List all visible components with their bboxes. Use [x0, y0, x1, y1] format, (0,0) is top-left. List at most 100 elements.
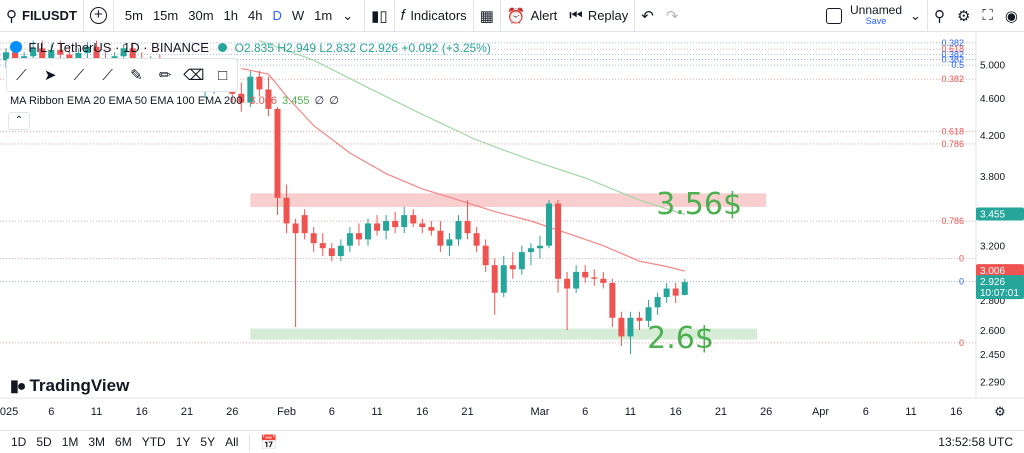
quick-search-button[interactable]: ⚲ [926, 0, 951, 32]
ma-ribbon-value-1: 3.006 [249, 95, 277, 107]
templates-button[interactable]: ▦ [472, 0, 500, 32]
candle-body [600, 278, 607, 283]
fib-level-label: 0.382 [941, 74, 964, 84]
range-1d[interactable]: 1D [11, 435, 27, 449]
top-toolbar: ⚲ FILUSDT + 5m 15m 30m 1h 4h D W 1m ⌄ ▮▯… [0, 0, 1024, 32]
symbol-logo-icon [10, 41, 22, 53]
price-tag-countdown: 10:07:01 [980, 288, 1019, 299]
range-5y[interactable]: 5Y [200, 435, 216, 449]
candle-body [428, 227, 435, 231]
axis-settings-icon[interactable]: ⚙ [994, 405, 1006, 420]
add-symbol-icon: + [89, 7, 107, 24]
timeframe-15m[interactable]: 15m [152, 8, 179, 23]
timeframe-group: 5m 15m 30m 1h 4h D W 1m ⌄ [112, 0, 364, 32]
replay-label: Replay [587, 8, 629, 23]
tradingview-logo: ▮● TradingView [10, 376, 129, 396]
range-1m[interactable]: 1M [61, 435, 79, 449]
candle-body [491, 265, 498, 293]
candle-body [527, 248, 534, 253]
symbol-search[interactable]: ⚲ FILUSDT [0, 0, 83, 32]
timeframe-5m[interactable]: 5m [124, 8, 143, 23]
grid-icon: ▦ [479, 7, 494, 25]
compare-button[interactable]: + [82, 0, 113, 32]
time-tick-label: 21 [181, 406, 193, 418]
price-tick-label: 4.600 [980, 94, 1005, 105]
timeframe-1h[interactable]: 1h [223, 8, 239, 23]
legend-title-row: FIL / TetherUS · 1D · BINANCE O2.835 H2.… [10, 40, 491, 55]
candle-body [39, 48, 46, 63]
candle-body [84, 46, 91, 54]
replay-button[interactable]: ⏮ Replay [563, 0, 634, 32]
fullscreen-icon: ⛶ [982, 7, 993, 24]
layout-menu[interactable]: Unnamed Save ⌄ [820, 0, 927, 32]
candle-body [3, 52, 9, 61]
snapshot-button[interactable]: ◉ [999, 0, 1024, 32]
timeframe-4h[interactable]: 4h [248, 8, 263, 23]
price-tag [976, 207, 1024, 221]
candle-body [247, 76, 254, 103]
collapse-legend-button[interactable]: ⌃ [8, 112, 30, 130]
trend-line-icon[interactable]: ⟋ [16, 66, 27, 84]
undo-button[interactable]: ↶ [634, 0, 660, 32]
alert-button[interactable]: ⏰ Alert [499, 0, 563, 32]
camera-icon: ◉ [1004, 7, 1018, 25]
timeframe-30m[interactable]: 30m [188, 8, 214, 23]
rectangle-icon[interactable]: □ [218, 66, 228, 84]
candle-body [464, 221, 471, 234]
candle-body [256, 76, 263, 90]
settings-button[interactable]: ⚙ [951, 0, 976, 32]
candle-body [301, 215, 308, 234]
candle-body [66, 54, 73, 60]
clock-time[interactable]: 13:52:58 UTC [938, 435, 1013, 449]
candle-body [337, 245, 344, 256]
price-tick-label: 2.290 [980, 378, 1005, 389]
bottom-toolbar: 1D 5D 1M 3M 6M YTD 1Y 5Y All 📅 13:52:58 … [0, 430, 1024, 453]
fullscreen-button[interactable]: ⛶ [976, 0, 999, 32]
ma-ribbon-label: MA Ribbon EMA 20 EMA 50 EMA 100 EMA 200 [10, 95, 243, 107]
candle-body [410, 215, 417, 224]
price-tag [976, 275, 1024, 300]
timeframe-d[interactable]: D [272, 8, 282, 23]
alert-label: Alert [530, 8, 558, 23]
time-tick-label: 21 [715, 406, 727, 418]
time-tick-label: Feb [277, 406, 296, 418]
candle-body [536, 245, 543, 249]
ma-ribbon-value-2: 3.455 [282, 95, 310, 107]
highlighter-icon[interactable]: ✏ [158, 67, 172, 84]
fib-level-label: 0 [959, 254, 964, 264]
range-1y[interactable]: 1Y [175, 435, 191, 449]
layout-name: Unnamed [850, 2, 903, 17]
range-5d[interactable]: 5D [36, 435, 52, 449]
legend-ma-ribbon[interactable]: MA Ribbon EMA 20 EMA 50 EMA 100 EMA 200 … [10, 94, 339, 107]
price-tick-label: 2.600 [980, 326, 1005, 337]
chart-type-button[interactable]: ▮▯ [364, 0, 394, 32]
range-ytd[interactable]: YTD [141, 435, 166, 449]
extended-line-icon[interactable]: ⟋ [102, 66, 113, 84]
redo-button[interactable]: ↷ [660, 0, 685, 32]
chevron-down-icon[interactable]: ⌄ [342, 7, 354, 23]
time-tick-label: 6 [329, 406, 335, 418]
candle-body [518, 252, 525, 270]
brush-icon[interactable]: ✎ [130, 67, 143, 84]
fib-level-label: 0.786 [941, 216, 964, 226]
indicators-icon: 𝑓 [400, 7, 406, 24]
candle-body [365, 223, 371, 240]
candle-body [473, 233, 480, 246]
candle-body [328, 248, 335, 256]
cursor-arrow-icon[interactable]: ➤ [43, 67, 57, 84]
eraser-icon[interactable]: ⌫ [183, 67, 205, 84]
price-tick-label: 2.450 [980, 350, 1005, 361]
indicators-button[interactable]: 𝑓 Indicators [393, 0, 473, 32]
candle-body [663, 288, 670, 298]
ray-line-icon[interactable]: ⟋ [73, 66, 85, 84]
range-6m[interactable]: 6M [115, 435, 132, 449]
range-3m[interactable]: 3M [88, 435, 106, 449]
go-to-date-icon[interactable]: 📅 [249, 433, 282, 451]
candle-body [573, 271, 580, 289]
timeframe-w[interactable]: W [291, 8, 305, 23]
timeframe-1m[interactable]: 1m [314, 8, 333, 23]
candle-body [383, 221, 390, 231]
rewind-icon: ⏮ [569, 7, 583, 24]
range-all[interactable]: All [225, 435, 239, 449]
layout-save-status: Save [865, 15, 887, 26]
